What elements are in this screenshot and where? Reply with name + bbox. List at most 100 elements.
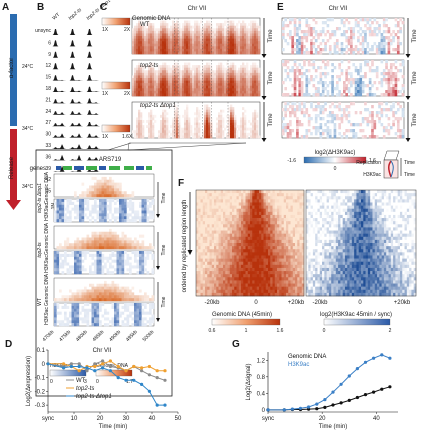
- heat-cell: [136, 130, 139, 134]
- heat-cell: [364, 102, 367, 106]
- heat-cell: [132, 83, 135, 87]
- f-cell: [286, 208, 289, 213]
- zoom-cell: [136, 323, 140, 327]
- heat-cell: [250, 85, 253, 89]
- heat-cell: [212, 48, 215, 52]
- f-cell: [263, 239, 267, 244]
- f-cell: [265, 205, 269, 210]
- heat-cell: [162, 41, 165, 45]
- zoom-cell: [94, 320, 97, 324]
- heat-cell: [210, 80, 213, 84]
- heat-cell: [210, 48, 213, 52]
- heat-cell: [319, 93, 323, 97]
- heat-cell: [208, 38, 211, 42]
- heat-cell: [166, 36, 169, 39]
- heat-cell: [166, 23, 169, 27]
- f-cell: [247, 218, 251, 222]
- f-cell: [283, 193, 287, 197]
- zoom-cell: [71, 320, 75, 324]
- zoom-cell: [84, 289, 87, 293]
- zoom-cell: [116, 303, 120, 307]
- zoom-cell: [104, 317, 107, 321]
- zoom-cell: [59, 216, 62, 220]
- heat-cell: [202, 30, 205, 34]
- heat-cell: [238, 46, 241, 50]
- heat-cell: [174, 23, 177, 27]
- f-cell: [243, 227, 246, 231]
- heat-cell: [176, 20, 179, 24]
- zoom-cell: [139, 216, 142, 220]
- f-cell: [234, 214, 237, 219]
- zoom-cell: [124, 303, 127, 307]
- zoom-cell: [99, 283, 102, 287]
- f-cell: [272, 227, 276, 231]
- heat-cell: [310, 105, 313, 109]
- e-arrowhead: [405, 54, 411, 58]
- heat-cell: [331, 93, 334, 97]
- zoom-cell: [136, 298, 140, 302]
- zoom-cell: [121, 191, 125, 195]
- heat-cell: [244, 33, 247, 37]
- heat-cell: [136, 88, 139, 92]
- heat-cell: [204, 135, 207, 139]
- f-cell: [198, 233, 201, 238]
- heat-cell: [216, 30, 219, 34]
- heat-cell: [307, 33, 311, 37]
- heat-cell: [218, 88, 221, 92]
- heat-cell: [160, 122, 163, 126]
- heat-cell: [188, 93, 191, 97]
- heat-cell: [176, 46, 179, 50]
- heat-cell: [134, 30, 137, 34]
- f-cell: [207, 221, 210, 225]
- heat-cell: [232, 132, 235, 136]
- heat-cell: [252, 125, 255, 129]
- heat-cell: [184, 43, 187, 47]
- zoom-cell: [139, 303, 142, 307]
- heat-cell: [305, 39, 309, 43]
- heat-cell: [184, 75, 187, 79]
- heat-cell: [200, 51, 203, 55]
- zoom-cell: [86, 246, 90, 250]
- zoom-cell: [99, 207, 102, 211]
- heat-cell: [338, 78, 341, 82]
- f-cell: [274, 239, 278, 244]
- f-cell: [196, 239, 199, 244]
- zoom-cell: [129, 311, 132, 315]
- facs-histogram: [52, 111, 66, 115]
- f-cell: [261, 243, 264, 247]
- heat-cell: [252, 117, 255, 121]
- heat-cell: [373, 135, 377, 139]
- heat-cell: [214, 132, 217, 136]
- f-cell: [286, 218, 289, 222]
- zoom-cell: [69, 314, 72, 318]
- zoom-cell: [136, 213, 140, 217]
- heat-cell: [180, 41, 183, 45]
- heat-cell: [234, 38, 237, 42]
- zoom-cell: [86, 295, 90, 299]
- heat-cell: [214, 90, 217, 94]
- zoom-cell: [101, 201, 105, 205]
- heat-cell: [296, 75, 299, 79]
- heat-cell: [340, 108, 344, 112]
- f-cell: [202, 224, 206, 228]
- heat-cell: [347, 81, 351, 85]
- zoom-cell: [74, 251, 77, 255]
- zoom-cell: [96, 303, 100, 307]
- zoom-cell: [126, 253, 130, 257]
- f-cell: [218, 214, 222, 219]
- heat-cell: [252, 65, 255, 69]
- heat-cell: [232, 70, 235, 74]
- heat-cell: [152, 23, 155, 27]
- f-cell: [292, 236, 296, 241]
- f-cell: [288, 239, 291, 244]
- heat-cell: [136, 127, 139, 131]
- zoom-cell: [141, 246, 145, 250]
- heat-cell: [254, 78, 257, 81]
- zoom-cell: [146, 253, 150, 257]
- heat-cell: [182, 93, 185, 97]
- zoom-cell: [94, 194, 97, 198]
- zoom-cell: [76, 323, 80, 327]
- heat-cell: [134, 130, 137, 134]
- heat-cell: [172, 125, 175, 129]
- heat-cell: [256, 33, 259, 37]
